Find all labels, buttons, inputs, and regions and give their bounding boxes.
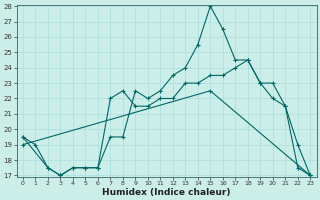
X-axis label: Humidex (Indice chaleur): Humidex (Indice chaleur) [102, 188, 231, 197]
